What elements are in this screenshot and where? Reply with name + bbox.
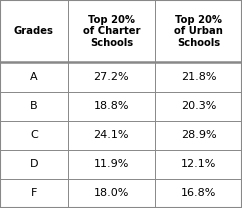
Bar [0, 62, 242, 208]
Text: 12.1%: 12.1% [181, 159, 216, 169]
Text: 21.8%: 21.8% [181, 72, 216, 82]
Text: 27.2%: 27.2% [93, 72, 129, 82]
Text: Top 20%
of Charter
Schools: Top 20% of Charter Schools [83, 15, 140, 48]
Text: F: F [31, 188, 37, 198]
Text: 18.0%: 18.0% [94, 188, 129, 198]
Text: 28.9%: 28.9% [181, 130, 216, 140]
Text: 18.8%: 18.8% [94, 101, 129, 111]
Bar [0, 0, 242, 62]
Text: A: A [30, 72, 38, 82]
Text: 20.3%: 20.3% [181, 101, 216, 111]
Text: Grades: Grades [14, 26, 54, 36]
Text: C: C [30, 130, 38, 140]
Text: D: D [30, 159, 38, 169]
Text: B: B [30, 101, 38, 111]
Text: 24.1%: 24.1% [94, 130, 129, 140]
Text: 11.9%: 11.9% [94, 159, 129, 169]
Text: Top 20%
of Urban
Schools: Top 20% of Urban Schools [174, 15, 223, 48]
Text: 16.8%: 16.8% [181, 188, 216, 198]
